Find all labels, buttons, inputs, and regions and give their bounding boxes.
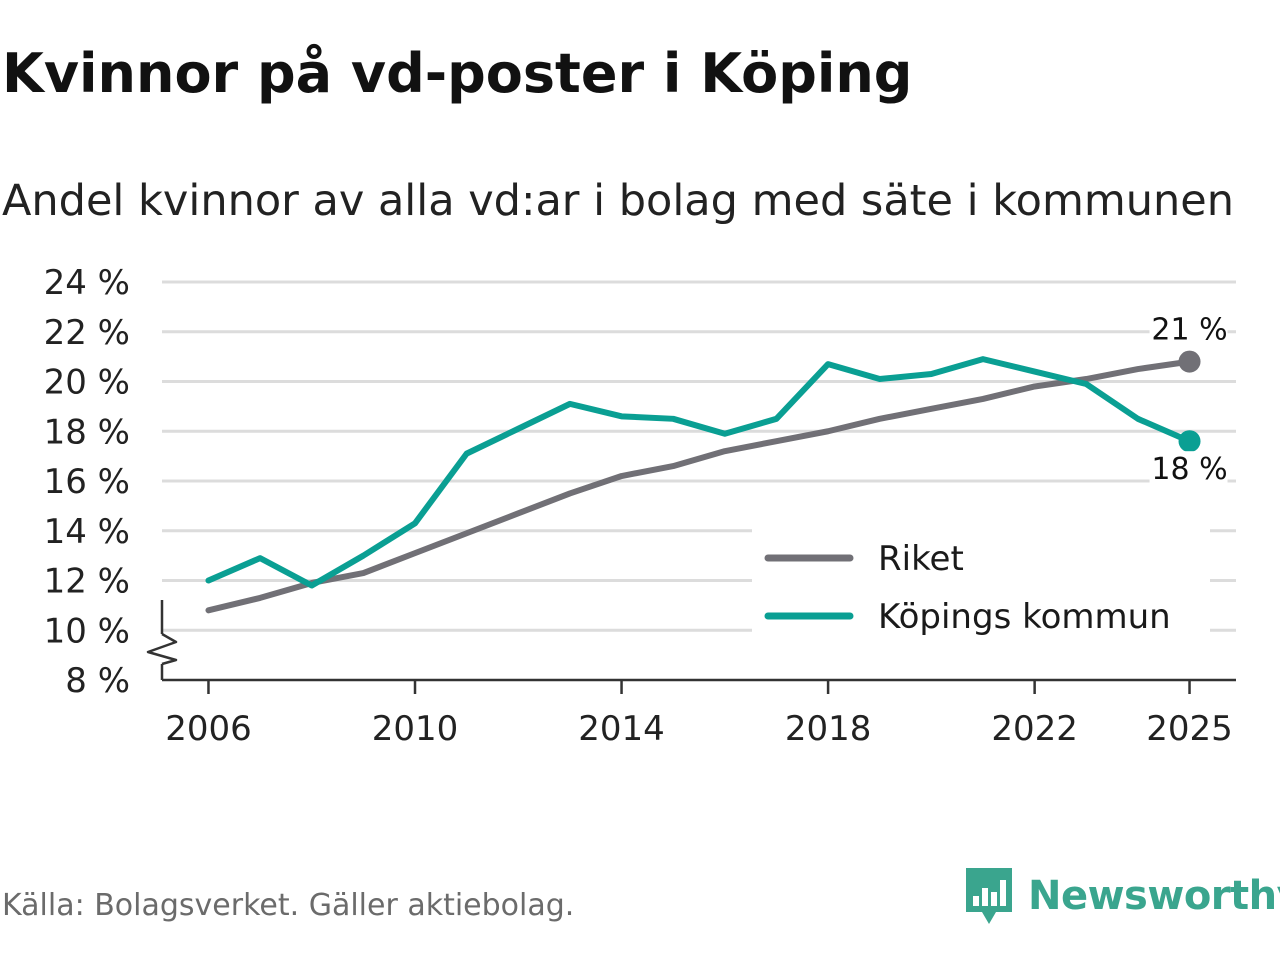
y-tick-label: 14 % bbox=[44, 512, 130, 552]
y-tick-label: 20 % bbox=[44, 363, 130, 403]
brand-name: Newsworthy bbox=[1028, 873, 1280, 919]
end-value-label: 18 % bbox=[1151, 452, 1227, 487]
x-tick-label: 2014 bbox=[578, 709, 665, 749]
end-label-background bbox=[1149, 311, 1228, 346]
y-tick-label: 12 % bbox=[44, 562, 130, 602]
newsworthy-logo-icon bbox=[966, 868, 1012, 924]
y-tick-label: 22 % bbox=[44, 313, 130, 353]
x-tick-label: 2025 bbox=[1146, 709, 1233, 749]
x-tick-label: 2018 bbox=[785, 709, 872, 749]
axis-break-icon bbox=[146, 632, 178, 666]
y-tick-label: 16 % bbox=[44, 462, 130, 502]
y-tick-label: 18 % bbox=[44, 412, 130, 452]
legend: Riket Köpings kommun bbox=[752, 528, 1210, 637]
line-chart: 8 % 10 % 12 % 14 % 16 % 18 % 20 % 22 % 24 % 2006… bbox=[44, 263, 1236, 749]
legend-label: Köpings kommun bbox=[878, 597, 1171, 637]
x-tick-label: 2006 bbox=[165, 709, 252, 749]
y-tick-label: 8 % bbox=[65, 661, 130, 701]
gridlines bbox=[162, 280, 1236, 632]
x-tick-label: 2022 bbox=[991, 709, 1078, 749]
end-label-background bbox=[1149, 451, 1228, 486]
series-line-riket bbox=[205, 358, 1193, 614]
source-note: Källa: Bolagsverket. Gäller aktiebolag. bbox=[2, 888, 575, 923]
axes bbox=[146, 600, 1236, 682]
chart-subtitle: Andel kvinnor av alla vd:ar i bolag med … bbox=[2, 176, 1234, 226]
legend-label: Riket bbox=[878, 539, 964, 579]
series-line-kopings-kommun bbox=[205, 356, 1193, 589]
end-markers: 21 % 18 % bbox=[1149, 311, 1228, 487]
y-tick-label: 10 % bbox=[44, 611, 130, 651]
end-value-label: 21 % bbox=[1151, 313, 1227, 348]
y-tick-label: 24 % bbox=[44, 263, 130, 303]
brand-logo: Newsworthy bbox=[964, 864, 1280, 928]
end-point-marker bbox=[1178, 350, 1201, 373]
x-axis-ticks: 2006 2010 2014 2018 2022 2025 bbox=[165, 680, 1233, 749]
chart-title: Kvinnor på vd-poster i Köping bbox=[2, 42, 913, 105]
x-tick-label: 2010 bbox=[372, 709, 459, 749]
y-axis-tick-labels: 8 % 10 % 12 % 14 % 16 % 18 % 20 % 22 % 24 % bbox=[44, 263, 130, 701]
end-point-marker bbox=[1178, 430, 1201, 453]
series-lines bbox=[205, 356, 1193, 614]
